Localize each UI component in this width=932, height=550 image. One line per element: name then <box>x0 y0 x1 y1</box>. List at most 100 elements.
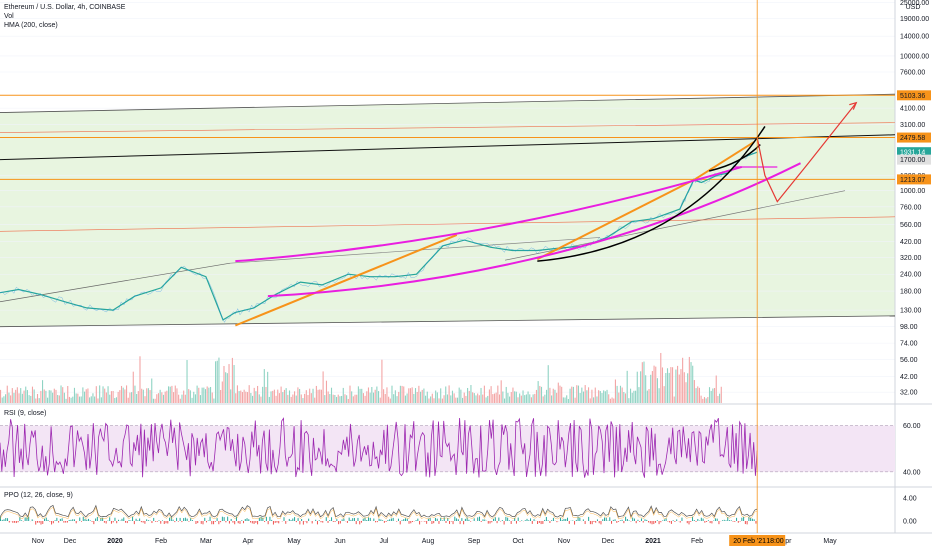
volume-bar <box>426 391 428 403</box>
ppo-hist-bar <box>727 517 729 521</box>
volume-bar <box>92 393 94 403</box>
volume-bar <box>36 394 39 403</box>
volume-bar <box>552 388 554 403</box>
volume-bar <box>408 388 410 403</box>
volume-bar <box>183 390 185 403</box>
orange-trendline <box>536 179 695 261</box>
ppo-hist-bar <box>329 520 331 521</box>
ppo-hist-bar <box>593 521 595 522</box>
ppo-hist-bar <box>56 517 58 521</box>
ppo-hist-bar <box>427 518 429 521</box>
ppo-hist-bar <box>364 517 366 521</box>
price-tick: 4100.00 <box>900 106 925 113</box>
volume-bar <box>438 398 440 403</box>
ppo-hist-bar <box>572 520 574 521</box>
volume-bar <box>58 395 60 403</box>
ppo-hist-bar <box>397 518 399 521</box>
ppo-hist-bar <box>494 517 496 521</box>
volume-bar <box>161 392 163 403</box>
ppo-hist-bar <box>209 516 211 521</box>
ppo-hist-bar <box>151 521 153 524</box>
ppo-hist-bar <box>625 516 627 521</box>
volume-bar <box>122 387 124 403</box>
ppo-hist-bar <box>121 518 123 521</box>
ppo-hist-bar <box>487 521 489 524</box>
volume-bar <box>609 398 611 403</box>
volume-bar <box>635 390 637 403</box>
price-tag: 1700.00 <box>900 157 925 164</box>
ppo-hist-bar <box>623 521 625 524</box>
volume-bar <box>648 389 650 403</box>
volume-bar <box>314 397 316 403</box>
ppo-hist-bar <box>670 521 672 524</box>
time-tick: Nov <box>32 538 45 545</box>
ppo-hist-bar <box>718 521 720 525</box>
volume-bar <box>472 392 474 403</box>
ppo-hist-bar <box>600 521 602 525</box>
ppo-hist-bar <box>533 519 535 521</box>
volume-bar <box>527 391 529 403</box>
ppo-hist-bar <box>755 521 757 524</box>
ppo-hist-bar <box>244 519 246 521</box>
ppo-hist-bar <box>612 519 614 521</box>
ppo-hist-bar <box>508 520 510 521</box>
volume-bar <box>495 392 497 403</box>
ppo-hist-bar <box>73 519 75 521</box>
volume-bar <box>535 389 538 403</box>
price-tick: 10000.00 <box>900 53 929 60</box>
volume-bar <box>475 395 477 403</box>
ppo-hist-bar <box>81 521 83 522</box>
volume-bar <box>371 386 373 403</box>
time-tick: May <box>287 538 301 545</box>
ppo-hist-bar <box>368 517 370 521</box>
ppo-hist-bar <box>750 517 752 521</box>
volume-bar <box>445 386 447 403</box>
volume-bar <box>500 380 502 403</box>
ppo-hist-bar <box>24 517 26 521</box>
volume-bar <box>359 388 361 403</box>
red-arrow-head <box>849 101 858 110</box>
volume-bar <box>519 393 521 403</box>
price-detail <box>0 152 756 323</box>
volume-bar <box>78 396 81 403</box>
price-tick: 420.00 <box>900 239 922 246</box>
ppo-hist-bar <box>730 520 732 521</box>
ppo-hist-bar <box>47 519 49 521</box>
ppo-hist-bar <box>123 517 125 521</box>
volume-bar <box>206 386 208 403</box>
price-tag-bg <box>897 154 931 165</box>
ppo-hist-bar <box>272 521 274 525</box>
ppo-hist-bar <box>334 521 336 522</box>
volume-bar <box>440 388 442 403</box>
volume-bar <box>213 398 215 403</box>
ppo-hist-bar <box>251 521 253 524</box>
volume-bar <box>512 387 514 403</box>
volume-bar <box>473 393 475 403</box>
ppo-hist-bar <box>693 520 695 521</box>
volume-bar <box>433 398 435 403</box>
ppo-hist-bar <box>648 521 650 523</box>
volume-bar <box>322 371 324 403</box>
volume-bar <box>389 398 391 403</box>
ppo-hist-bar <box>278 521 280 524</box>
volume-bar <box>619 385 622 403</box>
ppo-hist-bar <box>744 521 746 525</box>
volume-bar <box>258 394 260 403</box>
ppo-hist-bar <box>609 517 611 521</box>
volume-bar <box>270 391 272 403</box>
volume-bar <box>21 393 23 403</box>
ppo-hist-bar <box>739 521 741 522</box>
volume-bar <box>278 393 280 403</box>
volume-bar <box>124 389 126 403</box>
volume-bar <box>456 397 459 403</box>
volume-bar <box>420 391 422 403</box>
volume-bar <box>344 394 346 403</box>
volume-bar <box>147 388 149 403</box>
volume-bar <box>577 385 580 403</box>
ppo-hist-bar <box>169 517 171 521</box>
volume-bar <box>710 390 712 403</box>
volume-bar <box>601 393 603 403</box>
ppo-hist-bar <box>748 516 750 521</box>
